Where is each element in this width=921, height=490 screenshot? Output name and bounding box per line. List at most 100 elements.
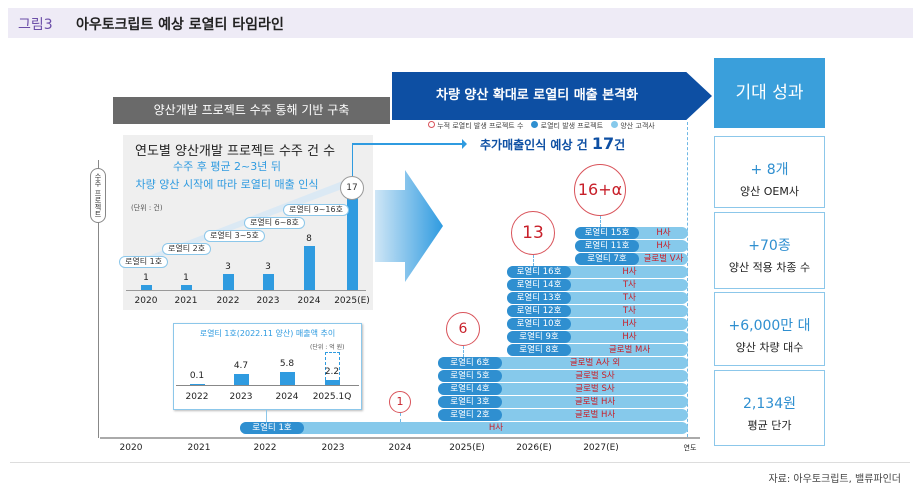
project-name: 로열티 10호	[507, 318, 571, 330]
phase2-label: 차량 양산 확대로 로열티 매출 본격화	[435, 88, 639, 103]
revenue-chart-title: 로열티 1호(2022.11 양산) 매출액 추이	[199, 329, 336, 338]
orders-chart-baseline	[126, 290, 366, 291]
client-name: 글로벌 V사	[643, 254, 684, 264]
client-name: 글로벌 A사 외	[569, 358, 621, 368]
revenue-value-label: 2.2	[324, 367, 340, 377]
project-tag: 로열티 6~8호	[244, 217, 305, 229]
client-name: H사	[488, 423, 504, 433]
source-note: 자료: 아우토크립트, 밸류파인더	[768, 474, 901, 485]
timeline-row: 로열티 16호 H사	[507, 266, 688, 278]
legend-label: 로열티 발생 프로젝트	[540, 122, 604, 130]
project-name: 로열티 6호	[438, 357, 502, 369]
revenue-value-label: 0.1	[189, 371, 205, 381]
client-name: 글로벌 H사	[574, 397, 616, 407]
timeline-row: 로열티 3호 글로벌 H사	[438, 396, 688, 408]
outcome-label: 양산 OEM사	[740, 185, 799, 198]
legend-item: 누적 로열티 발생 프로젝트 수	[428, 121, 523, 131]
outcome-label: 양산 차량 대수	[735, 341, 804, 354]
orders-bar	[141, 284, 152, 290]
project-name: 로열티 13호	[507, 292, 571, 304]
big-arrow-icon	[375, 170, 443, 282]
orders-value-label: 3	[225, 261, 231, 272]
project-name: 로열티 4호	[438, 383, 502, 395]
outcome-value: 2,134원	[743, 396, 796, 412]
timeline-row: 로열티 2호 글로벌 H사	[438, 409, 688, 421]
legend-item: 양산 고객사	[611, 121, 655, 131]
footer-divider	[10, 462, 910, 463]
project-name: 로열티 14호	[507, 279, 571, 291]
project-name: 로열티 9호	[507, 331, 571, 343]
revenue-value-label: 5.8	[279, 358, 295, 369]
timeline-row: 로열티 8호 글로벌 M사	[507, 344, 688, 356]
client-name: 글로벌 H사	[574, 410, 616, 420]
client-name: 글로벌 S사	[575, 371, 615, 381]
orders-value-label: 1	[183, 272, 189, 283]
figure-header: 그림3 아우토크립트 예상 로열티 타임라인	[8, 8, 913, 38]
right-dashed-line	[687, 122, 688, 437]
circle-connector	[600, 216, 601, 227]
axis-year-label: 2020	[119, 443, 143, 453]
outcome-card: +6,000만 대 양산 차량 대수	[714, 292, 825, 366]
axis-year-label: 2021	[187, 443, 211, 453]
cumulative-count-circle: 16+α	[574, 164, 626, 216]
axis-year-label: 2026(E)	[516, 443, 552, 453]
headline: 추가매출인식 예상 건 17건	[480, 134, 625, 153]
orders-bar	[263, 273, 274, 290]
timeline-row: 로열티 12호 T사	[507, 305, 688, 317]
cumulative-count-circle: 6	[446, 312, 480, 346]
project-name: 로열티 15호	[575, 227, 639, 239]
orders-value-label: 8	[306, 234, 312, 244]
revenue-chart-unit: (단위 : 억 원)	[310, 344, 345, 351]
orders-chart-subtitle: 수주 후 평균 2~3년 뒤	[172, 160, 282, 173]
connector-arrow	[352, 139, 467, 176]
axis-year-label: 2023	[321, 443, 345, 453]
client-name: H사	[656, 241, 671, 251]
revenue-chart-baseline	[176, 385, 359, 386]
phase1-banner: 양산개발 프로젝트 수주 통해 기반 구축	[113, 97, 390, 124]
legend-label: 양산 고객사	[620, 122, 655, 130]
project-name: 로열티 12호	[507, 305, 571, 317]
project-name: 로열티 11호	[575, 240, 639, 252]
revenue-bar	[280, 371, 295, 385]
revenue-year-label: 2023	[229, 392, 253, 402]
timeline-row: 로열티 1호 H사	[240, 422, 688, 434]
project-name: 로열티 5호	[438, 370, 502, 382]
revenue-year-label: 2022	[185, 392, 209, 402]
orders-year-label: 2021	[174, 296, 198, 306]
timeline-row: 로열티 11호 H사	[575, 240, 688, 252]
project-name: 로열티 16호	[507, 266, 571, 278]
orders-bar	[347, 196, 358, 290]
client-name: 글로벌 S사	[575, 384, 615, 394]
project-name: 로열티 1호	[240, 422, 304, 434]
outcome-value: +70종	[748, 238, 791, 254]
client-name: T사	[622, 293, 636, 303]
outcome-label: 평균 단가	[747, 419, 792, 432]
client-name: H사	[622, 319, 637, 329]
orders-value-label: 3	[265, 261, 271, 272]
total-orders-circle: 17	[340, 176, 364, 200]
cumulative-count-circle: 13	[511, 211, 555, 255]
inset-connector	[266, 410, 267, 422]
timeline-row: 로열티 13호 T사	[507, 292, 688, 304]
project-tag: 로열티 1호	[119, 256, 169, 268]
project-name: 로열티 2호	[438, 409, 502, 421]
project-name: 로열티 8호	[507, 344, 571, 356]
project-tag: 로열티 9~16호	[283, 204, 349, 216]
legend: 누적 로열티 발생 프로젝트 수 로열티 발생 프로젝트 양산 고객사	[428, 121, 655, 131]
axis-year-label: 2027(E)	[583, 443, 619, 453]
headline-text: 추가매출인식 예상 건	[480, 138, 592, 152]
client-name: H사	[656, 228, 671, 238]
y-axis-line	[98, 160, 99, 438]
outcome-value: + 8개	[750, 162, 789, 178]
timeline-row: 로열티 14호 T사	[507, 279, 688, 291]
revenue-bar	[325, 379, 340, 385]
orders-year-label: 2020	[134, 296, 158, 306]
orders-bar	[223, 273, 234, 290]
outcomes-title: 기대 성과	[714, 58, 825, 128]
orders-year-label: 2023	[256, 296, 280, 306]
cumulative-count-circle: 1	[389, 391, 411, 413]
timeline-row: 로열티 7호 글로벌 V사	[575, 253, 688, 265]
timeline-row: 로열티 9호 H사	[507, 331, 688, 343]
figure-number: 그림3	[18, 17, 53, 33]
timeline-row: 로열티 15호 H사	[575, 227, 688, 239]
